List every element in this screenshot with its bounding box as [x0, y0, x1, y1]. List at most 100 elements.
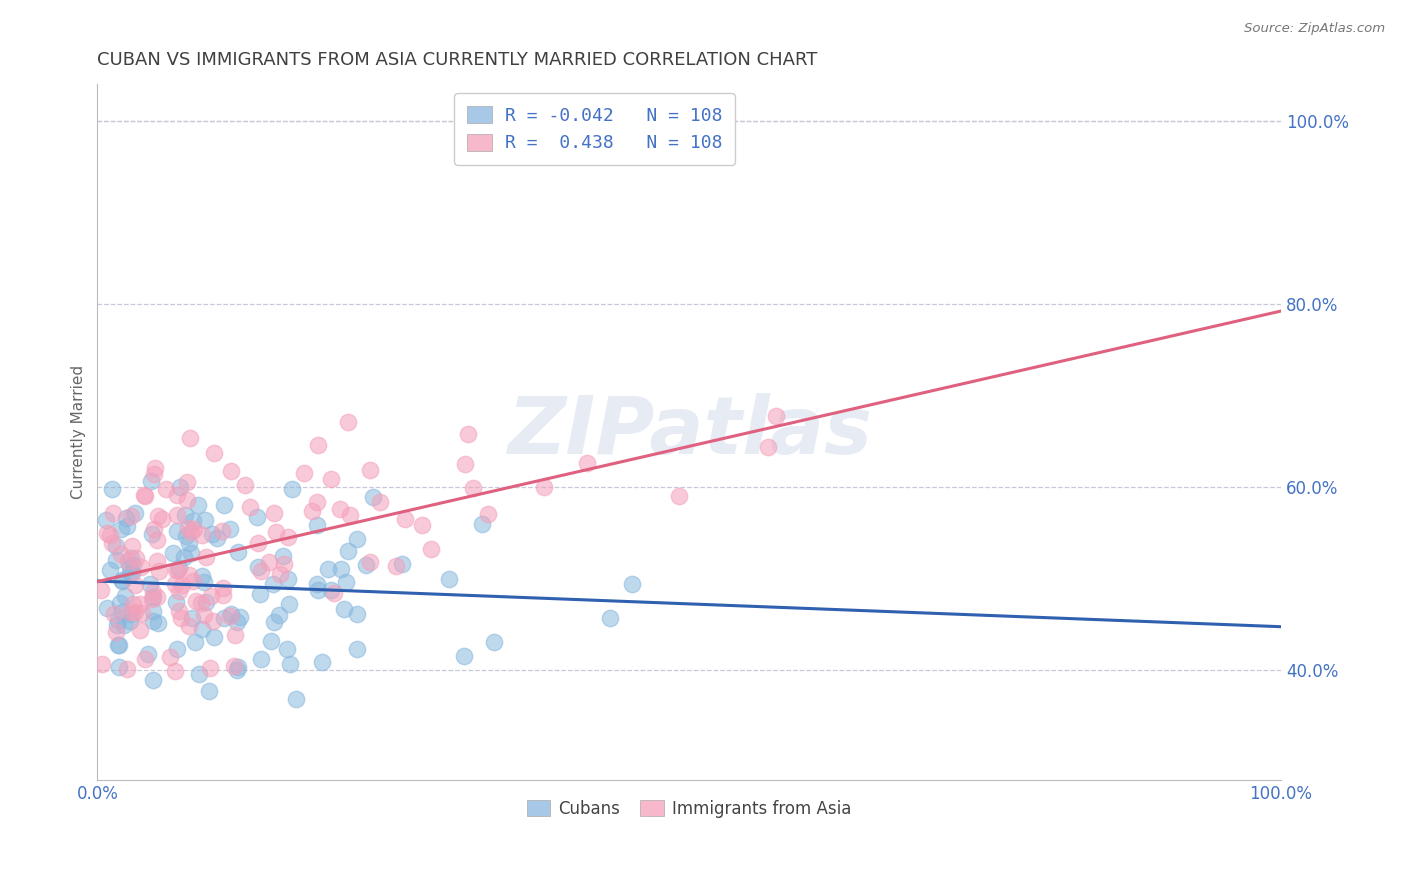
Point	[257, 555, 280, 569]
Point	[394, 511, 416, 525]
Point	[756, 440, 779, 454]
Point	[174, 508, 197, 522]
Point	[145, 533, 167, 548]
Point	[124, 507, 146, 521]
Point	[107, 638, 129, 652]
Point	[218, 522, 240, 536]
Point	[273, 558, 295, 572]
Point	[105, 618, 128, 632]
Point	[207, 531, 229, 545]
Point	[98, 528, 121, 542]
Point	[247, 559, 270, 574]
Point	[200, 661, 222, 675]
Point	[166, 508, 188, 523]
Point	[96, 525, 118, 540]
Point	[139, 577, 162, 591]
Point	[176, 475, 198, 489]
Point	[148, 564, 170, 578]
Point	[212, 610, 235, 624]
Point	[120, 614, 142, 628]
Point	[193, 575, 215, 590]
Point	[226, 544, 249, 558]
Point	[201, 614, 224, 628]
Point	[110, 522, 132, 536]
Point	[307, 577, 329, 591]
Point	[163, 664, 186, 678]
Point	[533, 480, 555, 494]
Point	[117, 554, 139, 568]
Point	[139, 475, 162, 489]
Point	[323, 586, 346, 600]
Point	[90, 582, 112, 597]
Point	[105, 553, 128, 567]
Point	[169, 610, 191, 624]
Point	[281, 482, 304, 496]
Point	[110, 547, 132, 561]
Point	[599, 611, 621, 625]
Point	[201, 527, 224, 541]
Point	[167, 561, 190, 575]
Point	[177, 536, 200, 550]
Point	[129, 598, 152, 612]
Point	[461, 481, 484, 495]
Point	[155, 482, 177, 496]
Point	[301, 503, 323, 517]
Point	[454, 458, 477, 472]
Point	[246, 535, 269, 549]
Y-axis label: Currently Married: Currently Married	[72, 365, 86, 500]
Point	[100, 483, 122, 497]
Point	[170, 578, 193, 592]
Point	[264, 524, 287, 539]
Point	[165, 563, 187, 577]
Point	[269, 567, 291, 582]
Point	[114, 589, 136, 603]
Point	[226, 615, 249, 629]
Point	[321, 472, 343, 486]
Point	[120, 605, 142, 619]
Point	[246, 509, 269, 524]
Point	[145, 554, 167, 568]
Point	[284, 692, 307, 706]
Point	[184, 635, 207, 649]
Point	[181, 514, 204, 528]
Point	[120, 566, 142, 580]
Point	[142, 590, 165, 604]
Point	[457, 427, 479, 442]
Point	[180, 524, 202, 539]
Point	[121, 540, 143, 554]
Point	[194, 513, 217, 527]
Point	[179, 431, 201, 445]
Point	[166, 488, 188, 502]
Point	[159, 649, 181, 664]
Point	[233, 478, 256, 492]
Point	[330, 562, 353, 576]
Point	[103, 607, 125, 621]
Point	[335, 575, 357, 590]
Point	[112, 618, 135, 632]
Point	[319, 582, 342, 597]
Point	[120, 560, 142, 574]
Point	[305, 495, 328, 509]
Point	[437, 572, 460, 586]
Point	[142, 522, 165, 536]
Point	[180, 610, 202, 624]
Point	[165, 595, 187, 609]
Point	[120, 509, 142, 524]
Point	[249, 587, 271, 601]
Point	[142, 673, 165, 687]
Point	[229, 610, 252, 624]
Point	[163, 577, 186, 591]
Point	[129, 560, 152, 574]
Point	[333, 602, 356, 616]
Point	[576, 456, 599, 470]
Point	[197, 684, 219, 698]
Point	[142, 614, 165, 628]
Point	[200, 589, 222, 603]
Point	[226, 663, 249, 677]
Point	[411, 517, 433, 532]
Point	[176, 492, 198, 507]
Point	[277, 530, 299, 544]
Point	[121, 607, 143, 621]
Point	[211, 581, 233, 595]
Point	[173, 550, 195, 565]
